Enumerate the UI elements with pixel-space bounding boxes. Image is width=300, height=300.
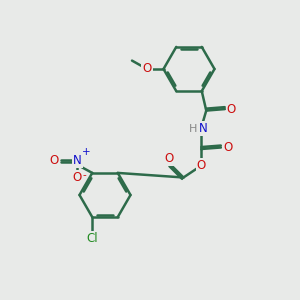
Text: O: O [197,159,206,172]
Text: +: + [82,147,91,157]
Text: Cl: Cl [86,232,98,244]
Text: O: O [165,152,174,165]
Text: O: O [223,141,232,154]
Text: O: O [142,62,152,76]
Text: -: - [83,170,86,180]
Text: N: N [73,154,82,167]
Text: H: H [189,124,197,134]
Text: O: O [50,154,59,167]
Text: N: N [199,122,208,135]
Text: O: O [73,171,82,184]
Text: O: O [227,103,236,116]
